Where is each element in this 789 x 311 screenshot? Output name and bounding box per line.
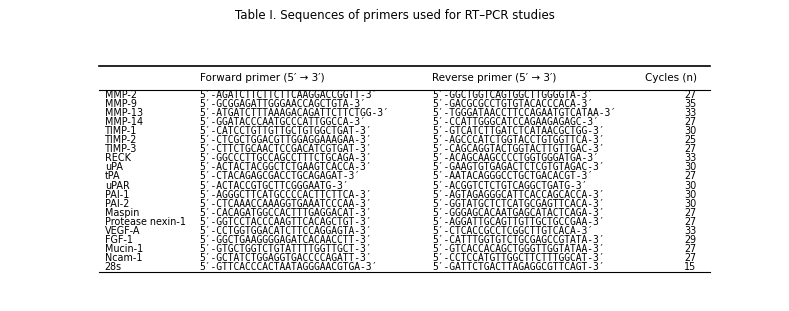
Text: MMP-9: MMP-9 bbox=[105, 99, 136, 109]
Text: 5′-ATGATCTTTAAAGACAGATTCTTCTGG-3′: 5′-ATGATCTTTAAAGACAGATTCTTCTGG-3′ bbox=[200, 108, 389, 118]
Text: 5′-AGCCCATCTGGTACCTGTGGTTCA-3′: 5′-AGCCCATCTGGTACCTGTGGTTCA-3′ bbox=[432, 135, 604, 145]
Text: PAI-2: PAI-2 bbox=[105, 199, 129, 209]
Text: 5′-CATTTGGTGTCTGCGAGCCGTATA-3′: 5′-CATTTGGTGTCTGCGAGCCGTATA-3′ bbox=[432, 235, 604, 245]
Text: FGF-1: FGF-1 bbox=[105, 235, 133, 245]
Text: 5′-CACAGATGGCCACTTTGAGGACAT-3′: 5′-CACAGATGGCCACTTTGAGGACAT-3′ bbox=[200, 208, 372, 218]
Text: 5′-GCTATCTGGAGGTGACCCCAGATT-3′: 5′-GCTATCTGGAGGTGACCCCAGATT-3′ bbox=[200, 253, 372, 263]
Text: PAI-1: PAI-1 bbox=[105, 190, 129, 200]
Text: 5′-GAAGTGTGAGACTCTCGTGTAGAC-3′: 5′-GAAGTGTGAGACTCTCGTGTAGAC-3′ bbox=[432, 162, 604, 172]
Text: 5′-ACTACCGTGCTTCGGGAATG-3′: 5′-ACTACCGTGCTTCGGGAATG-3′ bbox=[200, 181, 349, 191]
Text: 5′-GACGCGCCTGTGTACACCCACA-3′: 5′-GACGCGCCTGTGTACACCCACA-3′ bbox=[432, 99, 593, 109]
Text: TIMP-2: TIMP-2 bbox=[105, 135, 137, 145]
Text: 15: 15 bbox=[684, 262, 697, 272]
Text: 5′-AGTAGAGGGCATTCACCAGCACCA-3′: 5′-AGTAGAGGGCATTCACCAGCACCA-3′ bbox=[432, 190, 604, 200]
Text: Forward primer (5′ → 3′): Forward primer (5′ → 3′) bbox=[200, 73, 324, 83]
Text: 27: 27 bbox=[685, 144, 697, 154]
Text: 5′-CAGCAGGTACTGGTACTTGTTGAC-3′: 5′-CAGCAGGTACTGGTACTTGTTGAC-3′ bbox=[432, 144, 604, 154]
Text: 5′-GGGAGCACAATGAGCATACTCAGA-3′: 5′-GGGAGCACAATGAGCATACTCAGA-3′ bbox=[432, 208, 604, 218]
Text: 5′-CCTCCATGTTGGCTTCTTTGGCAT-3′: 5′-CCTCCATGTTGGCTTCTTTGGCAT-3′ bbox=[432, 253, 604, 263]
Text: 5′-AGATCTTCTTCTTCAAGGACCGGTT-3′: 5′-AGATCTTCTTCTTCAAGGACCGGTT-3′ bbox=[200, 90, 378, 100]
Text: 5′-AGGGCTTCATGCCCCACTTCTTCA-3′: 5′-AGGGCTTCATGCCCCACTTCTTCA-3′ bbox=[200, 190, 372, 200]
Text: 5′-AGGATTGCAGTTGTTGCTGCCGAA-3′: 5′-AGGATTGCAGTTGTTGCTGCCGAA-3′ bbox=[432, 217, 604, 227]
Text: 5′-CTCAAACCAAAGGTGAAATCCCAA-3′: 5′-CTCAAACCAAAGGTGAAATCCCAA-3′ bbox=[200, 199, 372, 209]
Text: 33: 33 bbox=[684, 226, 697, 236]
Text: MMP-13: MMP-13 bbox=[105, 108, 143, 118]
Text: 5′-GATTCTGACTTAGAGGCGTTCAGT-3′: 5′-GATTCTGACTTAGAGGCGTTCAGT-3′ bbox=[432, 262, 604, 272]
Text: 5′-CTTCTGCAACTCCGACATCGTGAT-3′: 5′-CTTCTGCAACTCCGACATCGTGAT-3′ bbox=[200, 144, 372, 154]
Text: 28s: 28s bbox=[105, 262, 122, 272]
Text: 5′-TGGGATAACCTTCCAGAATGTCATAA-3′: 5′-TGGGATAACCTTCCAGAATGTCATAA-3′ bbox=[432, 108, 616, 118]
Text: 5′-GGTATGCTCTCATGCGAGTTCACA-3′: 5′-GGTATGCTCTCATGCGAGTTCACA-3′ bbox=[432, 199, 604, 209]
Text: 5′-ACGGTCTCTGTCAGGCTGATG-3′: 5′-ACGGTCTCTGTCAGGCTGATG-3′ bbox=[432, 181, 587, 191]
Text: 33: 33 bbox=[684, 108, 697, 118]
Text: 5′-GGCCCTTGCCAGCCTTTCTGCAGA-3′: 5′-GGCCCTTGCCAGCCTTTCTGCAGA-3′ bbox=[200, 153, 372, 163]
Text: 5′-GGCTGAAGGGGAGATCACAACCTT-3′: 5′-GGCTGAAGGGGAGATCACAACCTT-3′ bbox=[200, 235, 372, 245]
Text: 27: 27 bbox=[685, 90, 697, 100]
Text: 30: 30 bbox=[684, 190, 697, 200]
Text: 27: 27 bbox=[685, 208, 697, 218]
Text: Reverse primer (5′ → 3′): Reverse primer (5′ → 3′) bbox=[432, 73, 556, 83]
Text: 5′-GTGCTGGTCTGTATTTTGGTTGCT-3′: 5′-GTGCTGGTCTGTATTTTGGTTGCT-3′ bbox=[200, 244, 372, 254]
Text: 30: 30 bbox=[684, 199, 697, 209]
Text: 5′-CCATTGGGCATCCAGAAGAGAGC-3′: 5′-CCATTGGGCATCCAGAAGAGAGC-3′ bbox=[432, 117, 599, 127]
Text: TIMP-1: TIMP-1 bbox=[105, 126, 137, 136]
Text: 5′-ACAGCAAGCCCCTGGTGGGATGA-3′: 5′-ACAGCAAGCCCCTGGTGGGATGA-3′ bbox=[432, 153, 599, 163]
Text: 29: 29 bbox=[685, 235, 697, 245]
Text: 30: 30 bbox=[684, 126, 697, 136]
Text: 27: 27 bbox=[685, 253, 697, 263]
Text: tPA: tPA bbox=[105, 171, 121, 181]
Text: 5′-ACTACTACGGCTCTGAAGTCACCA-3′: 5′-ACTACTACGGCTCTGAAGTCACCA-3′ bbox=[200, 162, 372, 172]
Text: 5′-GCGGAGATTGGGAACCAGCTGTA-3′: 5′-GCGGAGATTGGGAACCAGCTGTA-3′ bbox=[200, 99, 366, 109]
Text: 27: 27 bbox=[685, 171, 697, 181]
Text: Protease nexin-1: Protease nexin-1 bbox=[105, 217, 185, 227]
Text: Maspin: Maspin bbox=[105, 208, 139, 218]
Text: 5′-CTCACCGCCTCGGCTTGTCACA-3′: 5′-CTCACCGCCTCGGCTTGTCACA-3′ bbox=[432, 226, 593, 236]
Text: 5′-CTCGCTGGACGTTGGAGGAAAGAA-3′: 5′-CTCGCTGGACGTTGGAGGAAAGAA-3′ bbox=[200, 135, 372, 145]
Text: MMP-14: MMP-14 bbox=[105, 117, 143, 127]
Text: 33: 33 bbox=[684, 153, 697, 163]
Text: uPAR: uPAR bbox=[105, 181, 129, 191]
Text: uPA: uPA bbox=[105, 162, 123, 172]
Text: Ncam-1: Ncam-1 bbox=[105, 253, 142, 263]
Text: 27: 27 bbox=[685, 117, 697, 127]
Text: 25: 25 bbox=[685, 135, 697, 145]
Text: TIMP-3: TIMP-3 bbox=[105, 144, 137, 154]
Text: MMP-2: MMP-2 bbox=[105, 90, 136, 100]
Text: 5′-CATCCTGTTGTTGCTGTGGCTGAT-3′: 5′-CATCCTGTTGTTGCTGTGGCTGAT-3′ bbox=[200, 126, 372, 136]
Text: 5′-GTTCACCCACTAATAGGGAACGTGA-3′: 5′-GTTCACCCACTAATAGGGAACGTGA-3′ bbox=[200, 262, 378, 272]
Text: 5′-CCTGGTGGACATCTTCCAGGAGTA-3′: 5′-CCTGGTGGACATCTTCCAGGAGTA-3′ bbox=[200, 226, 372, 236]
Text: 5′-AATACAGGGCCTGCTGACACGT-3′: 5′-AATACAGGGCCTGCTGACACGT-3′ bbox=[432, 171, 593, 181]
Text: Cycles (n): Cycles (n) bbox=[645, 73, 697, 83]
Text: 35: 35 bbox=[684, 99, 697, 109]
Text: 5′-GGTCCTACCCAAGTTCACAGCTGT-3′: 5′-GGTCCTACCCAAGTTCACAGCTGT-3′ bbox=[200, 217, 372, 227]
Text: Mucin-1: Mucin-1 bbox=[105, 244, 143, 254]
Text: 5′-CTACAGAGCGACCTGCAGAGAT-3′: 5′-CTACAGAGCGACCTGCAGAGAT-3′ bbox=[200, 171, 361, 181]
Text: 27: 27 bbox=[685, 217, 697, 227]
Text: 27: 27 bbox=[685, 244, 697, 254]
Text: 5′-GTCACCACAGCTGGGTTGGTATAA-3′: 5′-GTCACCACAGCTGGGTTGGTATAA-3′ bbox=[432, 244, 604, 254]
Text: 5′-GGCTGGTCAGTGGCTTGGGGTA-3′: 5′-GGCTGGTCAGTGGCTTGGGGTA-3′ bbox=[432, 90, 593, 100]
Text: VEGF-A: VEGF-A bbox=[105, 226, 140, 236]
Text: Table I. Sequences of primers used for RT–PCR studies: Table I. Sequences of primers used for R… bbox=[234, 9, 555, 22]
Text: 5′-GGATACCCAATGCCCATTGGCCA-3′: 5′-GGATACCCAATGCCCATTGGCCA-3′ bbox=[200, 117, 366, 127]
Text: 30: 30 bbox=[684, 162, 697, 172]
Text: 30: 30 bbox=[684, 181, 697, 191]
Text: RECK: RECK bbox=[105, 153, 131, 163]
Text: 5′-GTCATCTTGATCTCATAACGCTGG-3′: 5′-GTCATCTTGATCTCATAACGCTGG-3′ bbox=[432, 126, 604, 136]
